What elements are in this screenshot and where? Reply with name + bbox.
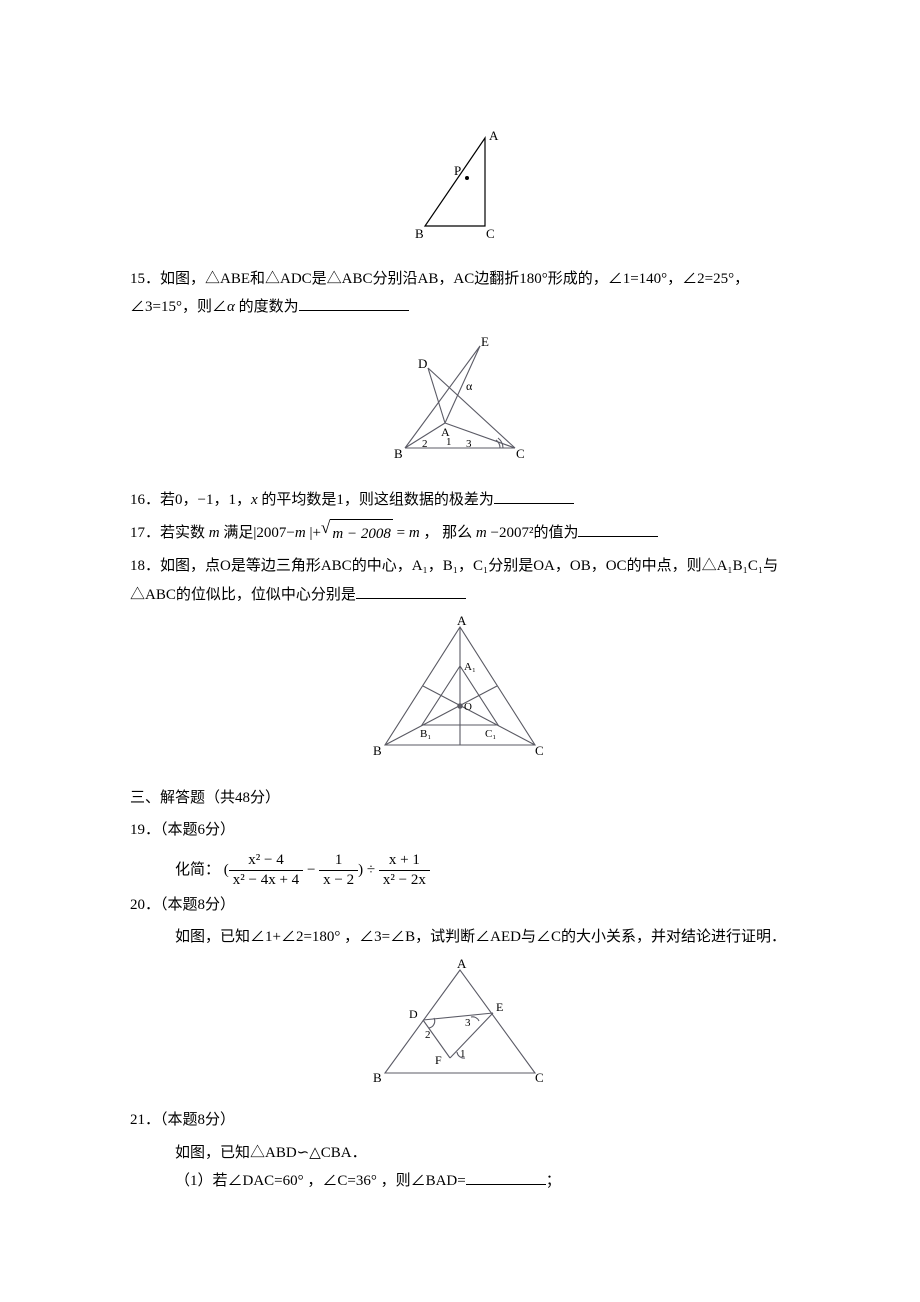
- frac1: x² − 4x² − 4x + 4: [229, 851, 303, 890]
- question-19: 19．（本题6分）: [130, 816, 790, 845]
- q20-n2: 2: [425, 1029, 431, 1041]
- frac3-num: x + 1: [379, 851, 430, 871]
- q15-alpha2: α: [466, 379, 473, 393]
- q17-t3: |+: [306, 525, 321, 541]
- q15-e: E: [481, 334, 489, 349]
- question-17: 17．若实数 m 满足|2007−m |+√m − 2008 = m ， 那么 …: [130, 519, 790, 549]
- q20-n1: 1: [460, 1048, 466, 1060]
- q18-c: C: [535, 743, 544, 758]
- q20-body: 如图，已知∠1+∠2=180° ，∠3=∠B，试判断∠AED与∠C的大小关系，并…: [130, 923, 790, 952]
- figure-q20-svg: A B C D E F 1 2 3: [365, 958, 555, 1088]
- frac1-num: x² − 4: [229, 851, 303, 871]
- frac2: 1x − 2: [319, 851, 358, 890]
- figure-q14-svg: A P B C: [405, 126, 515, 246]
- q21-blank: [466, 1170, 546, 1185]
- figure-q15: A B C D E α 1 2 3: [130, 328, 790, 479]
- q19-body: 化简： (x² − 4x² − 4x + 4 − 1x − 2) ÷ x + 1…: [130, 849, 790, 891]
- frac1-den: x² − 4x + 4: [229, 871, 303, 890]
- q20-num: 20．: [130, 897, 160, 913]
- frac3: x + 1x² − 2x: [379, 851, 430, 890]
- q20-b: B: [373, 1070, 382, 1085]
- q15-blank: [299, 296, 409, 311]
- q15-c: C: [516, 446, 525, 461]
- frac2-num: 1: [319, 851, 358, 871]
- q18-a1: A₁: [464, 661, 476, 673]
- q21-line1: 如图，已知△ABD∽△CBA．: [130, 1139, 790, 1168]
- q16-x: x: [251, 492, 258, 508]
- q17-m2: m: [409, 525, 420, 541]
- q18-a: A: [457, 615, 467, 628]
- q21-l2b: ；: [546, 1173, 561, 1189]
- question-21: 21．（本题8分）: [130, 1106, 790, 1135]
- figure-q15-svg: A B C D E α 1 2 3: [380, 328, 540, 468]
- q20-pts: （本题8分）: [160, 897, 235, 913]
- q18-c1: C₁: [485, 728, 496, 740]
- q21-num: 21．: [130, 1112, 160, 1128]
- q15-alpha: α: [227, 299, 235, 315]
- q15-n1: 1: [446, 436, 452, 448]
- figure-q14: A P B C: [130, 126, 790, 257]
- section3-text: 三、解答题（共48分）: [130, 790, 280, 806]
- q21-pts: （本题8分）: [160, 1112, 235, 1128]
- q18-b: B: [373, 743, 382, 758]
- q15-n2: 2: [422, 438, 428, 450]
- q17-m1: m: [209, 525, 220, 541]
- q18-o: O: [464, 701, 472, 713]
- q19-num: 19．: [130, 822, 160, 838]
- q17-num: 17．: [130, 525, 160, 541]
- q17-m3: m: [476, 525, 487, 541]
- q17-t6: −2007²的值为: [487, 525, 579, 541]
- q15-text1: 如图，△ABE和△ADC是△ABC分别沿AB，AC边翻折180°形成的，∠1=1…: [130, 271, 749, 316]
- q16-blank: [494, 489, 574, 504]
- q15-d: D: [418, 356, 427, 371]
- q16-num: 16．: [130, 492, 160, 508]
- q18-num: 18．: [130, 558, 160, 574]
- q17-t1: 若实数: [160, 525, 209, 541]
- q17-t4: =: [393, 525, 409, 541]
- q19-label: 化简：: [175, 862, 220, 878]
- figure-q18: A B C A₁ B₁ C₁ O: [130, 615, 790, 776]
- q15-n3: 3: [466, 438, 472, 450]
- q15-num: 15．: [130, 271, 160, 287]
- q20-d: D: [409, 1007, 418, 1021]
- q21-l1: 如图，已知△ABD∽△CBA．: [175, 1145, 367, 1161]
- label-C: C: [486, 226, 495, 241]
- q19-pts: （本题6分）: [160, 822, 235, 838]
- label-B: B: [415, 226, 424, 241]
- q18-blank: [356, 584, 466, 599]
- q20-e: E: [496, 1000, 503, 1014]
- q21-l2a: （1）若∠DAC=60° ，∠C=36° ，则∠BAD=: [175, 1173, 466, 1189]
- q15-b: B: [394, 446, 403, 461]
- q16-t1: 若0，−1，1，: [160, 492, 251, 508]
- figure-q20: A B C D E F 1 2 3: [130, 958, 790, 1099]
- sqrt: √m − 2008: [321, 519, 393, 549]
- q17-blank: [578, 522, 658, 537]
- section-3-title: 三、解答题（共48分）: [130, 784, 790, 813]
- q20-f: F: [435, 1053, 442, 1067]
- frac2-den: x − 2: [319, 871, 358, 890]
- sqrt-body: m − 2008: [330, 519, 392, 549]
- q20-n3: 3: [465, 1017, 471, 1029]
- label-P: P: [454, 163, 461, 178]
- q15-text2: 的度数为: [235, 299, 299, 315]
- sqrt-sign: √: [321, 519, 330, 549]
- q17-t5: ， 那么: [420, 525, 476, 541]
- q17-m1b: m: [295, 525, 306, 541]
- q16-t2: 的平均数是1，则这组数据的极差为: [258, 492, 494, 508]
- question-20: 20．（本题8分）: [130, 891, 790, 920]
- q21-line2: （1）若∠DAC=60° ，∠C=36° ，则∠BAD= ；: [130, 1167, 790, 1196]
- frac3-den: x² − 2x: [379, 871, 430, 890]
- q20-a: A: [457, 958, 467, 971]
- label-A: A: [489, 128, 499, 143]
- q20-c: C: [535, 1070, 544, 1085]
- div: ÷: [363, 862, 379, 878]
- question-15: 15．如图，△ABE和△ADC是△ABC分别沿AB，AC边翻折180°形成的，∠…: [130, 265, 790, 322]
- q17-t2: 满足|2007−: [220, 525, 295, 541]
- question-16: 16．若0，−1，1，x 的平均数是1，则这组数据的极差为: [130, 486, 790, 515]
- q18-b1: B₁: [420, 728, 431, 740]
- minus: −: [303, 862, 319, 878]
- question-18: 18．如图，点O是等边三角形ABC的中心，A₁，B₁，C₁分别是OA，OB，OC…: [130, 552, 790, 609]
- q20-text: 如图，已知∠1+∠2=180° ，∠3=∠B，试判断∠AED与∠C的大小关系，并…: [175, 929, 786, 945]
- figure-q18-svg: A B C A₁ B₁ C₁ O: [365, 615, 555, 765]
